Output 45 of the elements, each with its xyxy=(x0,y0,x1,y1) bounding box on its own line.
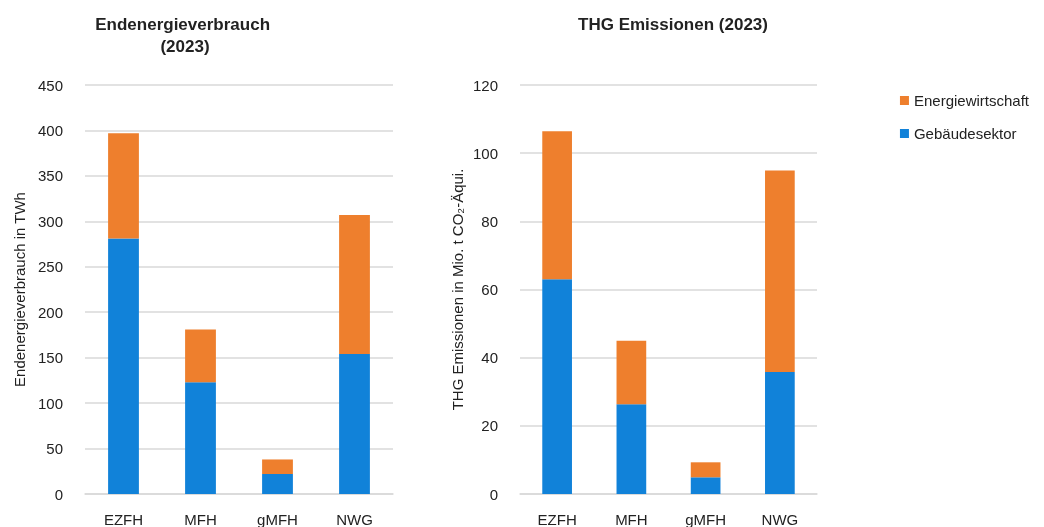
y-tick-label: 200 xyxy=(37,303,63,321)
bar xyxy=(339,354,370,494)
y-tick-label: 0 xyxy=(489,485,498,503)
y-tick-label: 50 xyxy=(46,440,63,458)
bar xyxy=(765,371,795,494)
bar xyxy=(262,474,293,494)
bar xyxy=(542,131,572,280)
bar xyxy=(616,340,647,405)
y-tick-label: 150 xyxy=(37,349,63,367)
x-tick-label: MFH xyxy=(184,511,217,527)
bar xyxy=(690,462,721,478)
bar xyxy=(108,238,139,494)
y-tick-label: 20 xyxy=(481,417,498,435)
bar xyxy=(542,279,572,494)
bar xyxy=(185,382,216,494)
y-tick-label: 0 xyxy=(54,485,63,503)
y-tick-label: 300 xyxy=(37,212,63,230)
y-tick-label: 450 xyxy=(37,76,63,94)
y-tick-label: 100 xyxy=(472,144,498,162)
bar xyxy=(108,133,139,239)
bar xyxy=(765,170,795,372)
bar xyxy=(690,477,721,494)
x-tick-label: MFH xyxy=(615,511,648,527)
bar xyxy=(616,404,647,494)
y-tick-label: 100 xyxy=(37,394,63,412)
bar xyxy=(339,214,370,355)
chart-title: THG Emissionen (2023) xyxy=(578,14,768,34)
x-tick-label: NWG xyxy=(336,511,373,527)
bar xyxy=(262,459,293,474)
y-tick-label: 40 xyxy=(481,349,498,367)
legend-label: Gebäudesektor xyxy=(913,125,1017,142)
y-axis-title: Endenergieverbrauch in TWh xyxy=(11,192,29,387)
y-tick-label: 250 xyxy=(37,258,63,276)
y-axis-title: THG Emissionen in Mio. t CO₂-Äqui. xyxy=(449,168,466,411)
y-tick-label: 80 xyxy=(481,212,498,230)
y-tick-label: 60 xyxy=(481,281,498,298)
y-tick-label: 400 xyxy=(37,121,63,139)
x-tick-label: EZFH xyxy=(103,511,144,527)
bar xyxy=(185,329,216,383)
legend-label: Energiewirtschaft xyxy=(913,92,1030,109)
x-tick-label: NWG xyxy=(761,511,799,527)
y-tick-label: 350 xyxy=(37,167,63,185)
x-tick-label: EZFH xyxy=(537,511,577,527)
y-tick-label: 120 xyxy=(472,76,498,94)
chart-title: Endenergieverbrauch (2023) xyxy=(95,14,275,56)
